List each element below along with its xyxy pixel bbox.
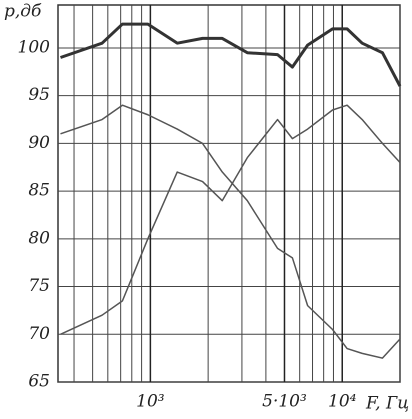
y-tick-label: 90 xyxy=(28,133,50,153)
y-tick-label: 80 xyxy=(28,228,50,248)
y-tick-label: 95 xyxy=(28,85,50,105)
y-tick-label: 100 xyxy=(18,37,51,57)
y-axis-label: р,дб xyxy=(4,2,42,22)
y-tick-label: 85 xyxy=(28,181,50,201)
y-tick-label: 75 xyxy=(28,276,50,296)
series-line xyxy=(60,104,401,335)
x-axis-label: F, Гц xyxy=(365,394,409,414)
x-tick-label: 10⁴ xyxy=(328,392,357,412)
series-line xyxy=(59,22,402,87)
x-tick-label: 5·10³ xyxy=(262,392,307,412)
x-tick-label: 10³ xyxy=(136,392,165,412)
y-tick-label: 70 xyxy=(28,324,50,344)
plot-frame xyxy=(57,4,401,383)
y-tick-label: 65 xyxy=(28,372,50,392)
series-line xyxy=(60,104,401,359)
